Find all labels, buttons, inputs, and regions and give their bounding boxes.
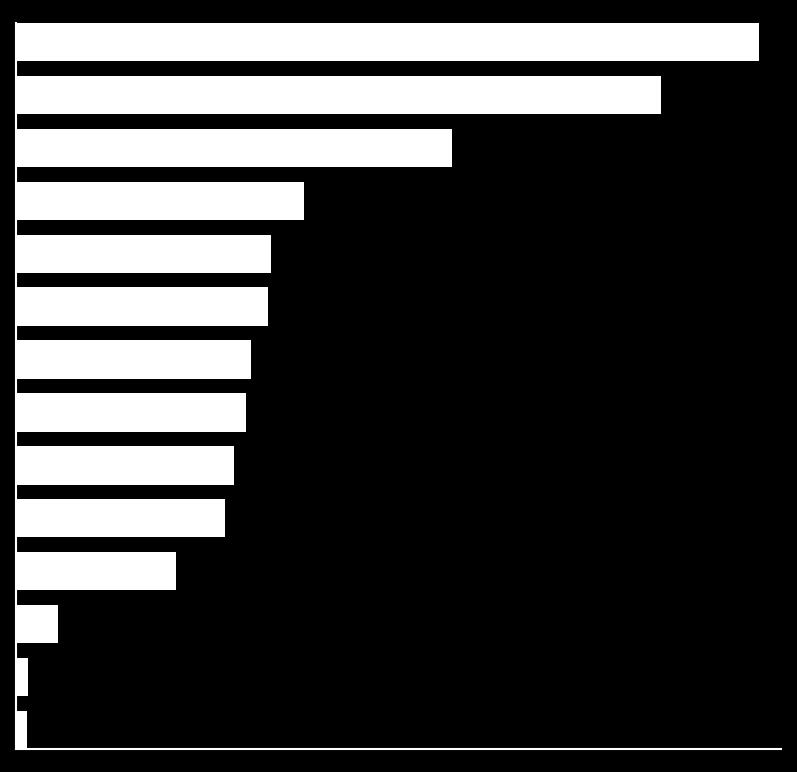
Bar [16, 287, 268, 326]
Bar [16, 22, 759, 61]
Bar [16, 394, 246, 432]
Bar [16, 446, 234, 485]
Bar [16, 181, 304, 220]
Bar [16, 711, 27, 750]
Bar [16, 129, 452, 167]
Bar [16, 340, 251, 378]
Bar [16, 605, 58, 643]
Bar [16, 235, 271, 273]
Bar [16, 76, 661, 113]
Bar [16, 552, 175, 591]
Bar [16, 659, 28, 696]
Bar [16, 499, 225, 537]
